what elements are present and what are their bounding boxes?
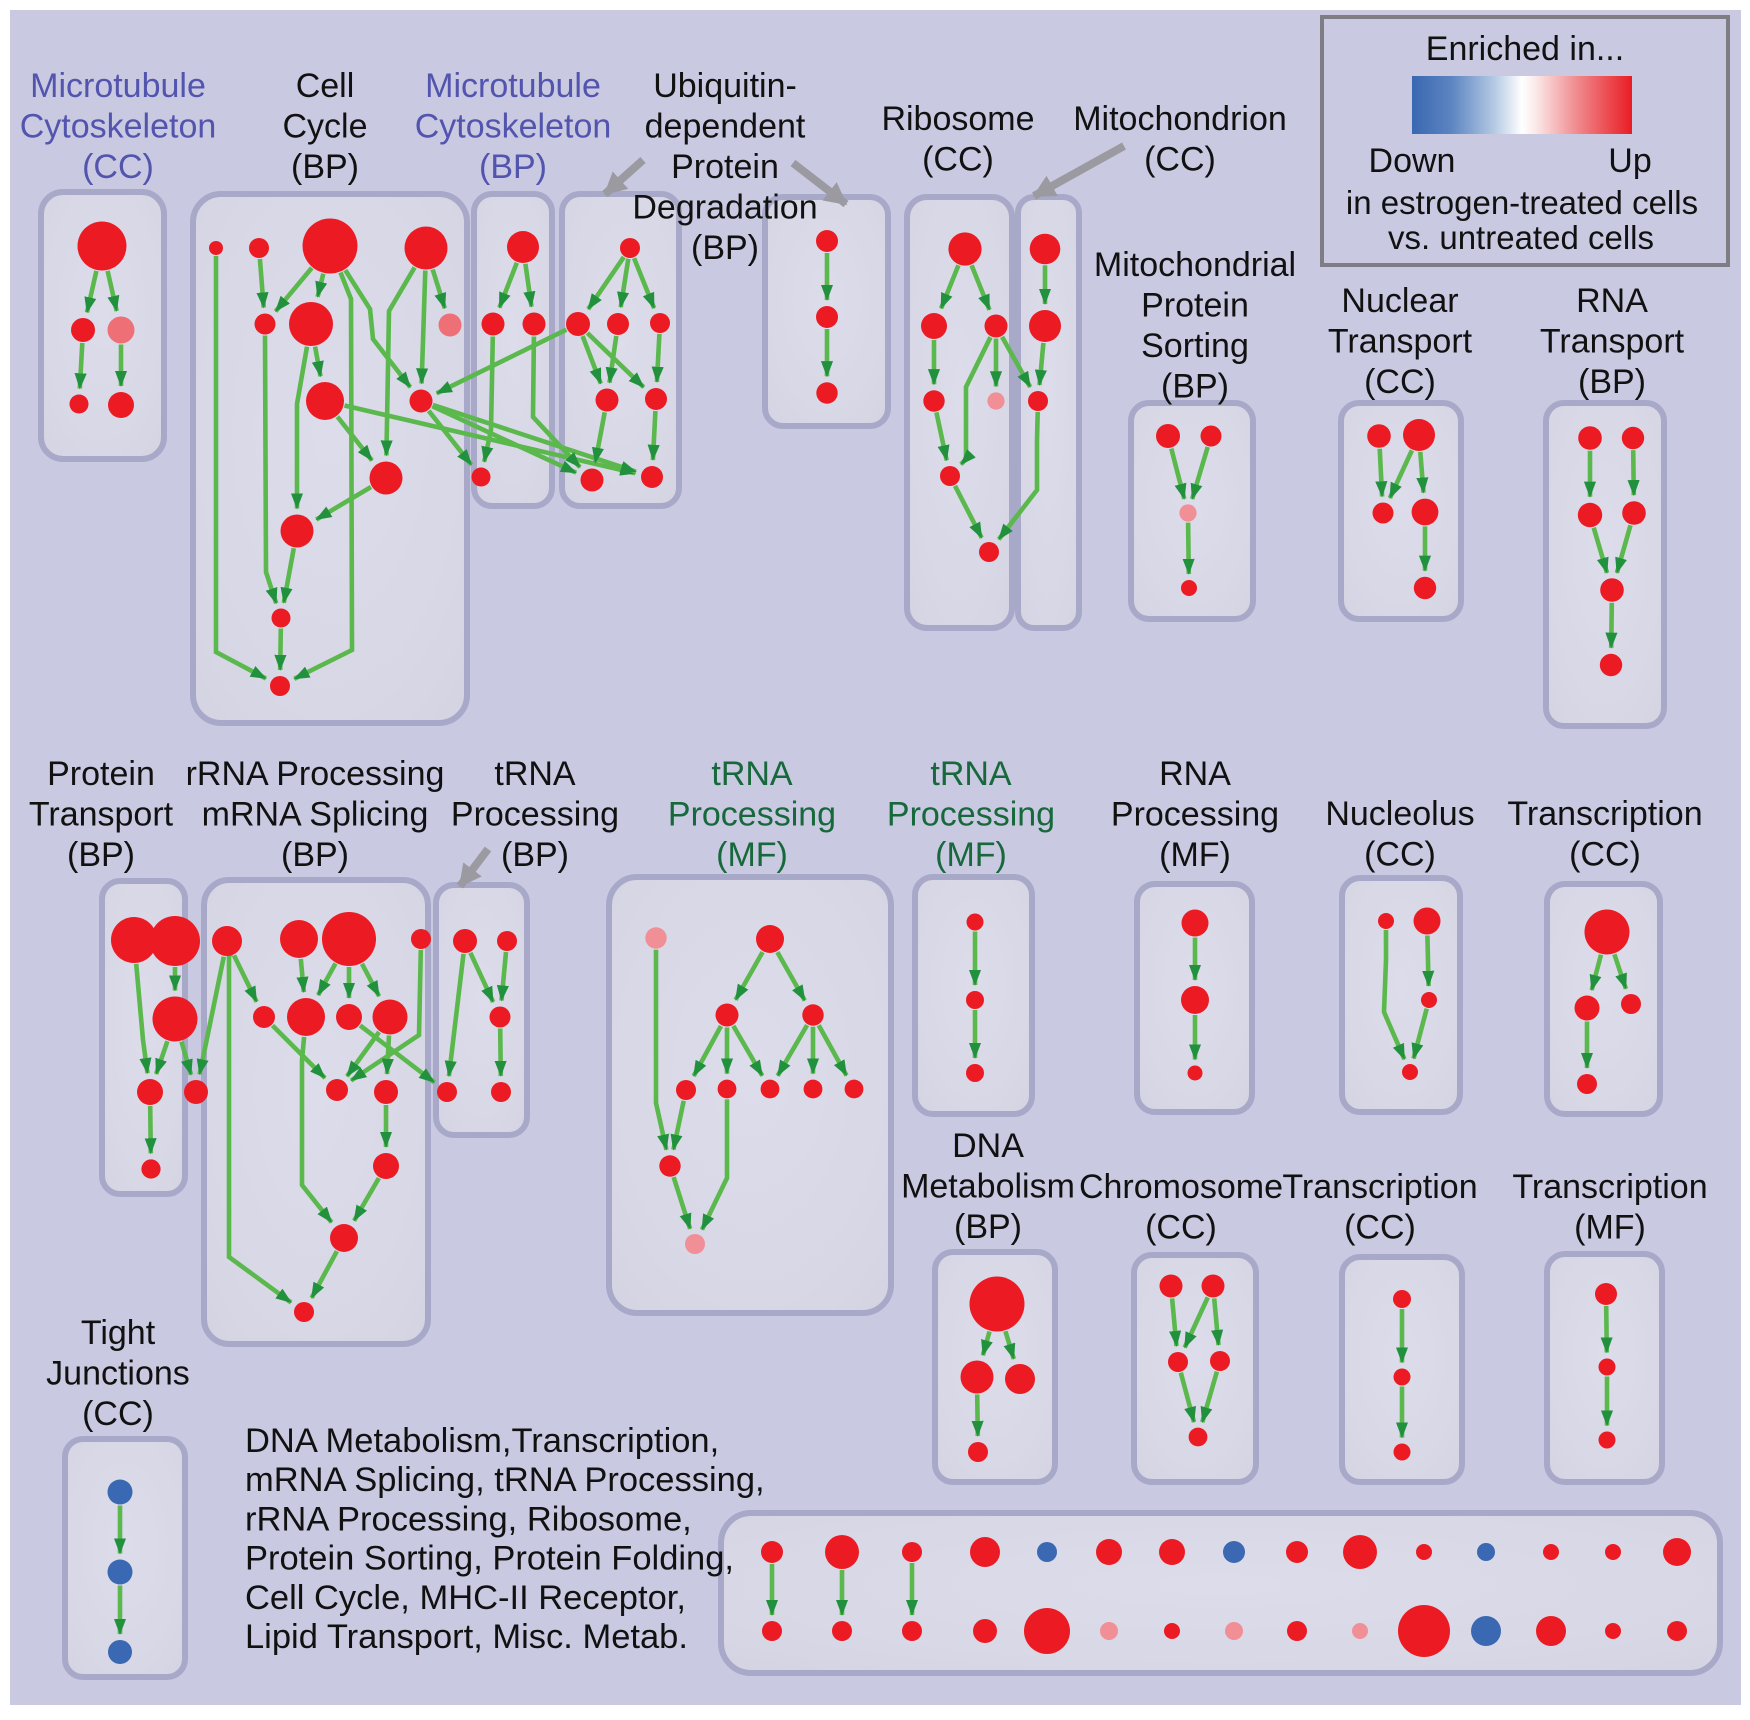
svg-text:Cycle: Cycle	[282, 108, 367, 146]
svg-text:(MF): (MF)	[716, 836, 788, 874]
svg-text:Processing: Processing	[1111, 796, 1279, 834]
svg-text:Cell Cycle, MHC-II Receptor,: Cell Cycle, MHC-II Receptor,	[245, 1579, 686, 1617]
svg-text:(BP): (BP)	[479, 148, 547, 186]
svg-text:Protein Sorting, Protein Foldi: Protein Sorting, Protein Folding,	[245, 1540, 734, 1578]
svg-text:(CC): (CC)	[1364, 836, 1436, 874]
svg-text:(BP): (BP)	[954, 1208, 1022, 1246]
svg-text:in estrogen-treated cells: in estrogen-treated cells	[1346, 184, 1698, 221]
svg-text:tRNA: tRNA	[711, 755, 793, 793]
svg-text:Transcription: Transcription	[1282, 1168, 1477, 1206]
svg-text:(BP): (BP)	[1161, 368, 1229, 406]
svg-text:Processing: Processing	[668, 796, 836, 834]
svg-text:vs. untreated cells: vs. untreated cells	[1388, 219, 1654, 256]
svg-text:tRNA: tRNA	[930, 755, 1012, 793]
svg-text:(BP): (BP)	[67, 836, 135, 874]
svg-text:Transcription: Transcription	[1512, 1168, 1707, 1206]
svg-text:Junctions: Junctions	[46, 1355, 190, 1393]
svg-text:mRNA Splicing: mRNA Splicing	[202, 796, 429, 834]
svg-text:Mitochondrion: Mitochondrion	[1073, 100, 1287, 138]
svg-text:(BP): (BP)	[291, 148, 359, 186]
svg-text:Transport: Transport	[1328, 323, 1473, 361]
svg-text:(CC): (CC)	[82, 148, 154, 186]
svg-text:RNA: RNA	[1576, 282, 1648, 320]
svg-text:Chromosome: Chromosome	[1079, 1168, 1283, 1206]
svg-text:RNA: RNA	[1159, 755, 1231, 793]
svg-text:Metabolism: Metabolism	[901, 1168, 1075, 1206]
svg-text:Protein: Protein	[1141, 287, 1249, 325]
svg-text:(CC): (CC)	[1569, 836, 1641, 874]
svg-text:tRNA: tRNA	[494, 755, 576, 793]
svg-text:(CC): (CC)	[1145, 1209, 1217, 1247]
svg-text:Processing: Processing	[451, 796, 619, 834]
svg-text:Nuclear: Nuclear	[1341, 282, 1458, 320]
svg-text:Nucleolus: Nucleolus	[1325, 795, 1474, 833]
svg-text:Transcription: Transcription	[1507, 795, 1702, 833]
svg-text:Lipid Transport, Misc. Metab.: Lipid Transport, Misc. Metab.	[245, 1618, 688, 1656]
svg-text:Transport: Transport	[1540, 323, 1685, 361]
svg-text:Cytoskeleton: Cytoskeleton	[20, 108, 217, 146]
svg-text:Sorting: Sorting	[1141, 327, 1249, 365]
svg-text:(CC): (CC)	[82, 1395, 154, 1433]
svg-text:Cell: Cell	[296, 67, 355, 105]
svg-text:(CC): (CC)	[922, 141, 994, 179]
svg-text:DNA Metabolism,Transcription,: DNA Metabolism,Transcription,	[245, 1422, 719, 1460]
svg-text:(BP): (BP)	[691, 229, 759, 267]
svg-text:(CC): (CC)	[1144, 141, 1216, 179]
svg-text:(BP): (BP)	[501, 836, 569, 874]
svg-text:Mitochondrial: Mitochondrial	[1094, 246, 1296, 284]
svg-text:(MF): (MF)	[1159, 836, 1231, 874]
svg-text:Down: Down	[1369, 142, 1456, 180]
svg-text:Processing: Processing	[887, 796, 1055, 834]
svg-text:Protein: Protein	[47, 755, 155, 793]
svg-text:Microtubule: Microtubule	[425, 67, 601, 105]
svg-text:(CC): (CC)	[1364, 363, 1436, 401]
svg-text:DNA: DNA	[952, 1127, 1024, 1165]
svg-text:(MF): (MF)	[1574, 1209, 1646, 1247]
svg-text:Up: Up	[1608, 142, 1651, 180]
svg-text:(MF): (MF)	[935, 836, 1007, 874]
svg-text:(BP): (BP)	[1578, 363, 1646, 401]
svg-text:(CC): (CC)	[1344, 1209, 1416, 1247]
svg-text:Microtubule: Microtubule	[30, 67, 206, 105]
svg-text:Degradation: Degradation	[632, 189, 817, 227]
svg-text:Cytoskeleton: Cytoskeleton	[415, 108, 612, 146]
svg-text:(BP): (BP)	[281, 836, 349, 874]
svg-text:Enriched in...: Enriched in...	[1426, 30, 1624, 68]
svg-text:rRNA Processing, Ribosome,: rRNA Processing, Ribosome,	[245, 1500, 692, 1538]
svg-text:Tight: Tight	[81, 1314, 156, 1352]
svg-text:rRNA Processing: rRNA Processing	[186, 755, 445, 793]
svg-text:Transport: Transport	[29, 796, 174, 834]
svg-text:Protein: Protein	[671, 148, 779, 186]
svg-text:Ubiquitin-: Ubiquitin-	[653, 67, 797, 105]
svg-text:dependent: dependent	[645, 108, 806, 146]
svg-text:Ribosome: Ribosome	[881, 100, 1034, 138]
svg-text:mRNA Splicing, tRNA Processing: mRNA Splicing, tRNA Processing,	[245, 1461, 765, 1499]
